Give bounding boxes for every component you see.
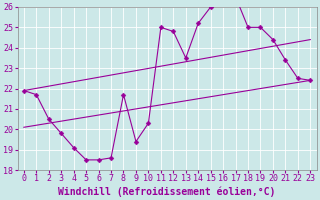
X-axis label: Windchill (Refroidissement éolien,°C): Windchill (Refroidissement éolien,°C) (58, 186, 276, 197)
